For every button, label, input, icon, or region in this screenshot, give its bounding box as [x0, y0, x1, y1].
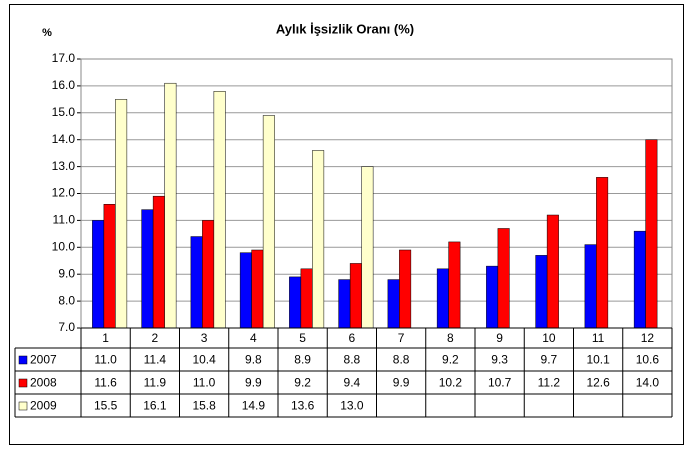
- data-label: 13.6: [291, 399, 315, 413]
- legend-swatch: [18, 401, 28, 411]
- x-tick-label: 12: [641, 331, 655, 345]
- y-tick-label: 11.0: [53, 213, 76, 227]
- y-tick-label: 7.0: [58, 320, 75, 334]
- bar: [361, 166, 374, 329]
- legend-label: 2009: [30, 399, 57, 413]
- x-tick-label: 8: [447, 331, 454, 345]
- bar: [486, 265, 499, 329]
- data-label: 11.4: [144, 353, 167, 367]
- data-label: 14.9: [242, 399, 266, 413]
- data-label: 15.5: [94, 399, 118, 413]
- data-label: 16.1: [143, 399, 167, 413]
- legend-swatch: [18, 378, 28, 388]
- data-label: 9.7: [541, 353, 558, 367]
- chart-title: Aylık İşsizlik Oranı (%): [276, 21, 414, 36]
- bar: [103, 204, 116, 329]
- data-label: 11.6: [94, 376, 117, 390]
- data-label: 10.6: [636, 353, 660, 367]
- bar: [213, 91, 226, 329]
- legend-label: 2007: [30, 353, 57, 367]
- bar: [115, 99, 128, 329]
- bar: [436, 268, 449, 329]
- data-label: 13.0: [340, 399, 364, 413]
- x-tick-label: 2: [152, 331, 159, 345]
- data-label: 9.9: [245, 376, 262, 390]
- y-tick-label: 8.0: [58, 293, 75, 307]
- x-tick-label: 10: [542, 331, 556, 345]
- data-label: 12.6: [586, 376, 610, 390]
- bar: [190, 236, 203, 329]
- bar: [535, 255, 548, 329]
- x-tick-label: 6: [349, 331, 356, 345]
- bar: [497, 228, 510, 329]
- x-tick-label: 4: [250, 331, 257, 345]
- bar: [338, 279, 351, 329]
- data-label: 9.2: [442, 353, 459, 367]
- bar: [349, 263, 362, 329]
- bar: [239, 252, 252, 329]
- data-label: 10.2: [439, 376, 463, 390]
- data-label: 8.8: [393, 353, 410, 367]
- x-tick-label: 1: [102, 331, 109, 345]
- data-label: 9.3: [491, 353, 508, 367]
- legend-swatch: [18, 355, 28, 365]
- bar: [399, 249, 412, 329]
- y-axis-label: %: [42, 27, 52, 39]
- y-tick-label: 10.0: [52, 239, 76, 253]
- bar: [262, 115, 275, 329]
- bar: [141, 209, 154, 329]
- data-label: 9.4: [344, 376, 361, 390]
- x-tick-label: 9: [496, 331, 503, 345]
- data-label: 14.0: [636, 376, 660, 390]
- data-label: 11.0: [193, 376, 216, 390]
- bar: [584, 244, 597, 329]
- data-label: 9.8: [245, 353, 262, 367]
- data-label: 10.7: [488, 376, 512, 390]
- x-tick-label: 11: [592, 331, 605, 345]
- bar: [633, 230, 646, 329]
- x-tick-label: 7: [398, 331, 405, 345]
- bar: [448, 241, 461, 329]
- x-tick-label: 3: [201, 331, 208, 345]
- data-label: 8.9: [294, 353, 311, 367]
- bar: [546, 214, 559, 329]
- y-tick-label: 17.0: [52, 51, 76, 65]
- bar: [152, 195, 165, 329]
- x-tick-label: 5: [299, 331, 306, 345]
- y-tick-label: 13.0: [52, 159, 76, 173]
- data-label: 11.9: [144, 376, 167, 390]
- y-tick-label: 12.0: [52, 186, 76, 200]
- data-label: 9.9: [393, 376, 410, 390]
- bar: [92, 220, 105, 329]
- legend-label: 2008: [30, 376, 57, 390]
- data-label: 10.1: [586, 353, 610, 367]
- bar: [202, 220, 215, 329]
- data-label: 11.2: [538, 376, 561, 390]
- bar: [251, 249, 264, 329]
- data-label: 10.4: [192, 353, 216, 367]
- bar: [164, 82, 177, 329]
- y-tick-label: 14.0: [52, 132, 76, 146]
- bar: [596, 177, 609, 329]
- data-label: 9.2: [294, 376, 311, 390]
- bar: [312, 150, 325, 329]
- y-tick-label: 15.0: [52, 105, 76, 119]
- y-tick-label: 9.0: [58, 266, 75, 280]
- data-label: 15.8: [192, 399, 216, 413]
- bar: [387, 279, 400, 329]
- data-label: 11.0: [94, 353, 117, 367]
- data-label: 8.8: [344, 353, 361, 367]
- bar: [645, 139, 658, 329]
- y-tick-label: 16.0: [52, 78, 76, 92]
- bar: [289, 276, 302, 329]
- bar: [300, 268, 313, 329]
